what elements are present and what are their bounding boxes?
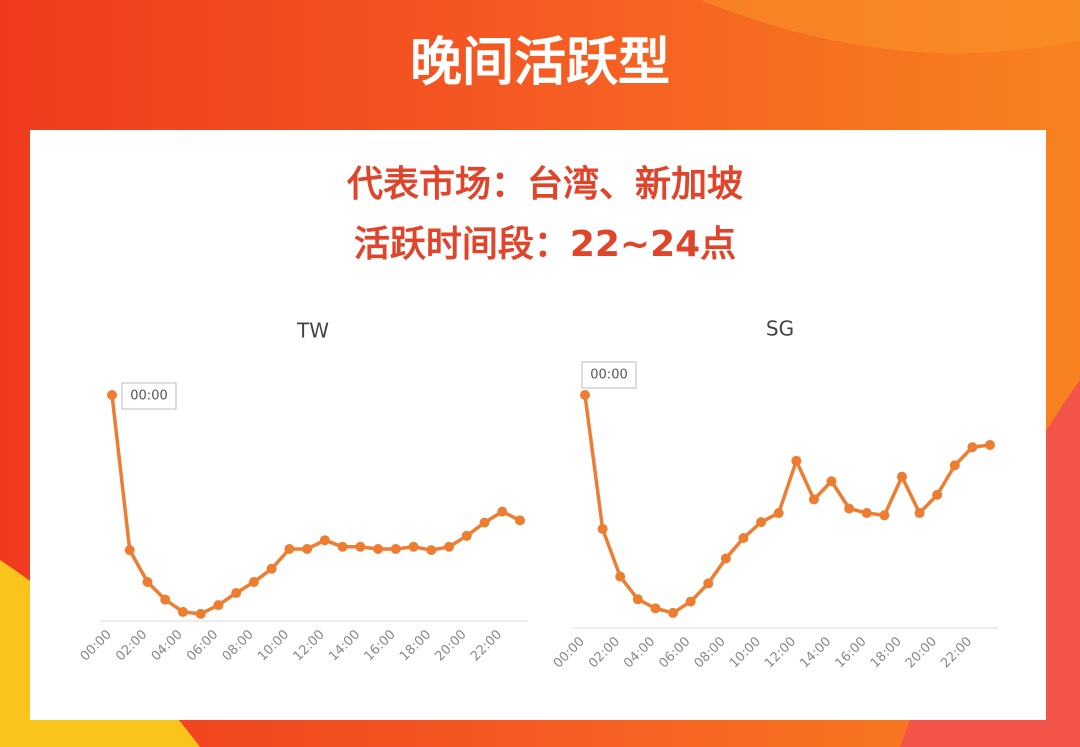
point [195, 608, 206, 619]
point [932, 489, 943, 500]
point [896, 471, 907, 482]
point [266, 563, 277, 574]
subtitle: 代表市场：台湾、新加坡 [346, 163, 743, 205]
point [319, 535, 330, 546]
point [949, 460, 960, 471]
point [967, 442, 978, 453]
point [826, 476, 837, 487]
point [444, 541, 455, 552]
annotation-box [581, 361, 637, 389]
point [142, 577, 153, 587]
point [685, 596, 696, 607]
point [497, 506, 508, 517]
point [756, 517, 767, 528]
point [650, 603, 661, 614]
point [985, 439, 995, 450]
point [408, 541, 419, 552]
point [668, 607, 679, 618]
point [808, 494, 819, 505]
chart-title: SG [766, 317, 794, 341]
subtitle: 活跃时间段：22~24点 [354, 224, 736, 265]
point [515, 515, 525, 526]
point [177, 606, 188, 617]
point [879, 510, 890, 521]
point [791, 455, 802, 466]
point [231, 588, 242, 598]
point [580, 390, 590, 400]
point [248, 577, 259, 587]
point [213, 600, 224, 611]
point [284, 544, 295, 554]
point [160, 594, 171, 605]
point [302, 544, 313, 554]
point [773, 508, 784, 519]
point [426, 545, 437, 556]
annotation: 00:00 [590, 368, 627, 383]
point [479, 517, 490, 528]
point [861, 508, 872, 519]
page-title: 晚间活跃型 [410, 33, 670, 93]
point [390, 544, 401, 554]
point [355, 541, 366, 552]
chart-title: TW [296, 319, 329, 343]
card [30, 130, 1046, 720]
point [615, 571, 626, 582]
point [461, 530, 472, 541]
point [844, 503, 855, 514]
decor [700, 0, 1080, 54]
point [738, 533, 749, 544]
point [914, 508, 925, 519]
annotation-box [121, 382, 177, 410]
point [124, 545, 135, 556]
point [597, 523, 608, 534]
point [632, 594, 643, 605]
annotation: 00:00 [130, 389, 167, 404]
point [107, 390, 117, 400]
point [373, 544, 384, 554]
point [703, 578, 714, 589]
point [337, 541, 348, 552]
point [720, 553, 731, 564]
